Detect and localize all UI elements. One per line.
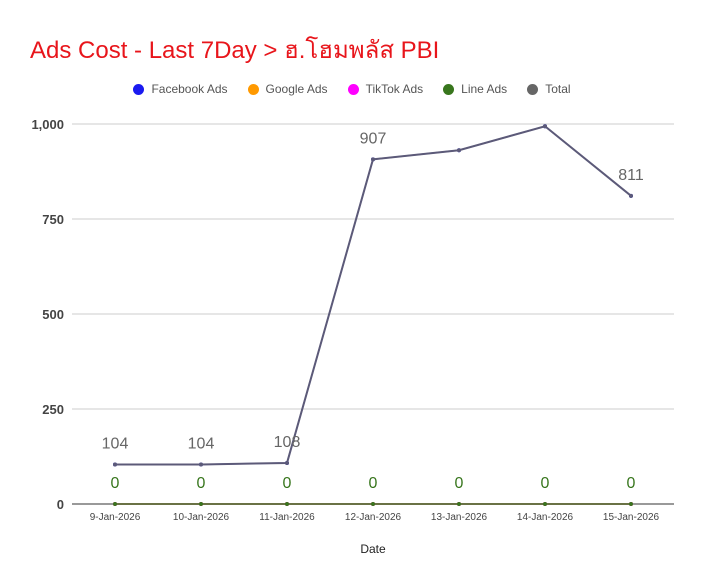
x-tick-label: 12-Jan-2026 [345,512,402,523]
data-point-line-ads [371,502,375,506]
data-label-layer: 104 104 108 907 811 0 0 0 0 0 0 0 [102,130,644,492]
legend-label-facebook-ads: Facebook Ads [151,82,228,96]
y-tick-label: 500 [42,307,64,322]
data-label-line-ads: 0 [541,475,550,492]
chart-title: Ads Cost - Last 7Day > ฮ.โฮมพลัส PBI [30,37,440,64]
series-line-facebook-ads [115,125,632,466]
legend-item-line-ads[interactable]: Line Ads [443,82,507,96]
x-tick-label: 15-Jan-2026 [603,512,660,523]
legend-marker-google-ads [247,83,259,95]
legend-marker-facebook-ads [133,83,145,95]
data-point-total [371,157,375,162]
data-label-line-ads: 0 [369,475,378,492]
data-point-total [543,124,547,129]
data-label-line-ads: 0 [627,475,636,492]
data-label-total: 108 [274,434,301,451]
x-tick-label: 9-Jan-2026 [90,512,141,523]
data-point-line-ads [113,502,117,506]
legend-item-tiktok-ads[interactable]: TikTok Ads [347,82,424,96]
legend-marker-tiktok-ads [347,83,359,95]
y-tick-label: 750 [42,212,64,227]
x-tick-label: 14-Jan-2026 [517,512,574,523]
data-label-total: 104 [102,435,129,452]
series-layer [113,124,633,506]
data-label-total: 907 [360,130,387,147]
x-axis-title: Date [360,542,386,556]
data-label-line-ads: 0 [111,475,120,492]
x-tick-label: 10-Jan-2026 [173,512,230,523]
legend-marker-total [527,83,539,95]
data-point-line-ads [199,502,203,506]
data-label-total: 104 [188,435,215,452]
chart-legend: Facebook Ads Google Ads TikTok Ads Line … [0,80,704,98]
grid-layer [72,123,674,505]
data-point-total [285,460,289,465]
data-point-line-ads [629,502,633,506]
legend-label-line-ads: Line Ads [461,82,508,96]
legend-marker-line-ads [443,83,455,95]
data-label-line-ads: 0 [455,475,464,492]
legend-item-google-ads[interactable]: Google Ads [247,82,328,96]
legend-label-total: Total [545,82,571,96]
data-point-total [457,148,461,153]
data-point-line-ads [457,502,461,506]
x-tick-label: 11-Jan-2026 [259,512,315,523]
data-point-total [199,462,203,467]
y-tick-label: 250 [42,402,64,417]
legend-label-google-ads: Google Ads [265,82,328,96]
data-label-total: 811 [618,167,644,184]
data-point-line-ads [543,502,547,506]
x-tick-label: 13-Jan-2026 [431,512,488,523]
data-label-line-ads: 0 [197,475,206,492]
y-tick-label: 1,000 [31,117,64,132]
legend-item-facebook-ads[interactable]: Facebook Ads [133,82,228,96]
data-point-total [629,193,633,198]
legend-item-total[interactable]: Total [527,82,571,96]
data-point-line-ads [285,502,289,506]
data-point-total [113,462,117,467]
series-line-total [115,125,632,466]
axis-layer: 0 250 500 750 1,000 9-Jan-2026 10-Jan-2026 11-J… [31,117,674,523]
data-label-line-ads: 0 [283,475,292,492]
legend-label-tiktok-ads: TikTok Ads [365,82,424,96]
y-tick-label: 0 [57,497,64,512]
